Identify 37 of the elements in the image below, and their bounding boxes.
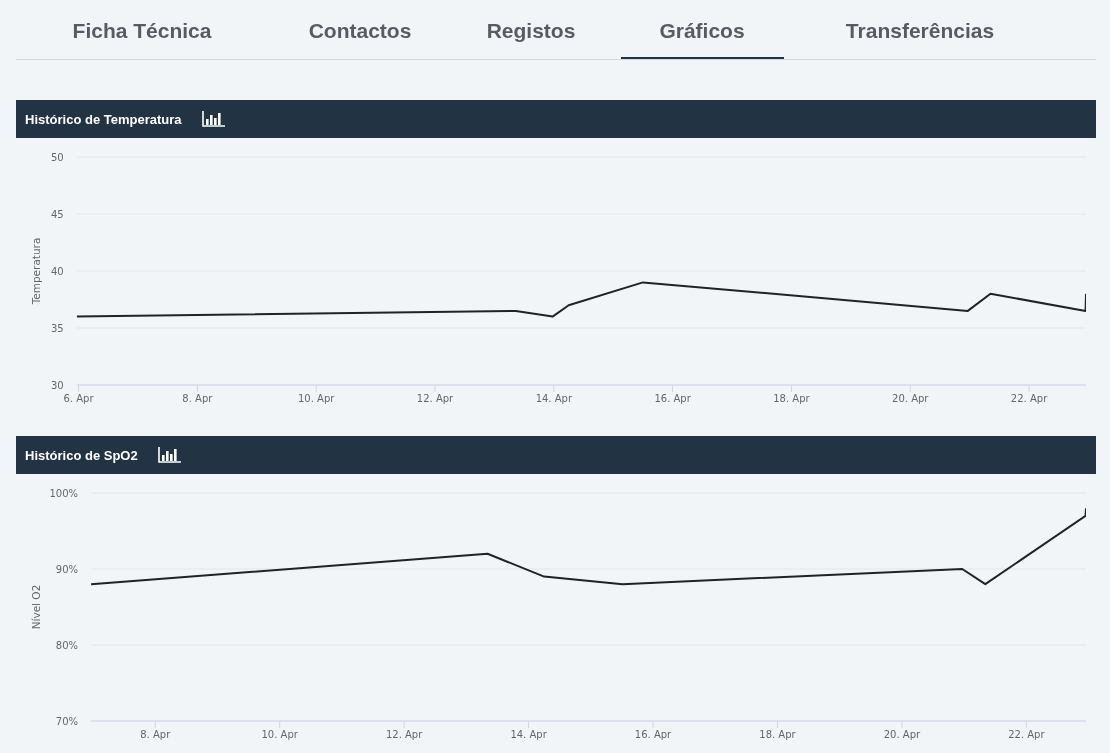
y-axis-title: Temperatura — [29, 237, 42, 306]
y-tick-label: 40 — [50, 265, 64, 277]
chart-title: Histórico de Temperatura — [25, 111, 182, 127]
y-tick-label: 45 — [50, 208, 64, 220]
x-tick-label: 12. Apr — [385, 729, 424, 741]
text: Gráficos — [659, 19, 745, 43]
x-tick-label: 22. Apr — [1010, 393, 1049, 405]
x-tick-label: 14. Apr — [510, 729, 548, 741]
text: Transferências — [845, 19, 995, 43]
x-tick-label: 8. Apr — [140, 729, 172, 741]
x-tick-label: 18. Apr — [773, 393, 811, 405]
x-tick-label: 10. Apr — [298, 393, 336, 405]
text: Ficha Técnica — [72, 19, 212, 43]
y-axis-title: Nível O2 — [29, 584, 42, 630]
x-tick-label: 12. Apr — [416, 393, 455, 405]
chart-title: Histórico de SpO2 — [25, 447, 138, 463]
x-tick-label: 14. Apr — [535, 393, 573, 405]
header-panel: Histórico de Temperatura — [16, 100, 1096, 138]
text: Registos — [486, 19, 576, 43]
text: Contactos — [308, 19, 412, 43]
y-tick-label: 30 — [50, 379, 64, 391]
x-tick-label: 22. Apr — [1008, 729, 1046, 741]
x-tick-label: 20. Apr — [883, 729, 921, 741]
x-tick-label: 10. Apr — [261, 729, 299, 741]
x-tick-label: 8. Apr — [182, 393, 214, 405]
x-tick-label: 20. Apr — [892, 393, 930, 405]
x-tick-label: 16. Apr — [634, 729, 673, 741]
y-tick-label: 35 — [50, 322, 64, 334]
y-tick-label: 50 — [50, 151, 64, 163]
y-tick-label: 90% — [55, 563, 79, 575]
header-panel: Histórico de SpO2 — [16, 436, 1096, 474]
y-tick-label: 100% — [49, 487, 79, 499]
y-tick-label: 80% — [55, 639, 79, 651]
x-tick-label: 16. Apr — [654, 393, 692, 405]
x-tick-label: 18. Apr — [759, 729, 797, 741]
y-tick-label: 70% — [55, 715, 79, 727]
x-tick-label: 6. Apr — [63, 393, 95, 405]
